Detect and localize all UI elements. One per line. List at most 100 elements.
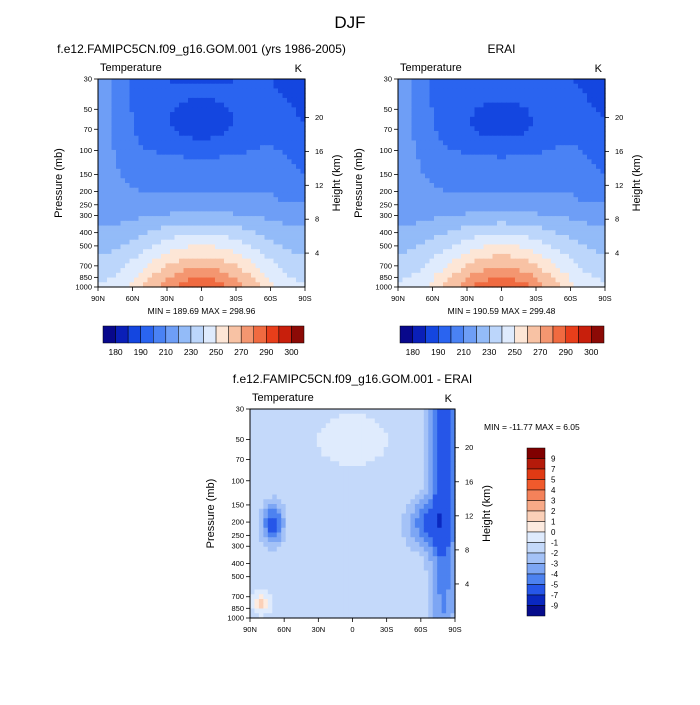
contour-cell <box>197 126 202 131</box>
contour-cell <box>206 216 211 221</box>
contour-cell <box>166 126 171 131</box>
contour-cell <box>250 438 255 443</box>
contour-cell <box>375 457 380 462</box>
contour-cell <box>197 164 202 169</box>
contour-cell <box>143 197 148 202</box>
contour-cell <box>511 169 516 174</box>
contour-cell <box>538 202 543 207</box>
contour-cell <box>428 466 433 471</box>
contour-cell <box>148 178 153 183</box>
contour-cell <box>278 192 283 197</box>
contour-cell <box>421 263 426 268</box>
contour-cell <box>229 268 234 273</box>
contour-cell <box>574 183 579 188</box>
contour-cell <box>286 447 291 452</box>
contour-cell <box>439 278 444 283</box>
contour-cell <box>437 452 442 457</box>
contour-cell <box>107 259 112 264</box>
contour-cell <box>125 145 130 150</box>
contour-cell <box>592 188 597 193</box>
contour-cell <box>281 419 286 424</box>
contour-cell <box>103 207 108 212</box>
contour-cell <box>547 169 552 174</box>
contour-cell <box>112 93 117 98</box>
contour-cell <box>560 211 565 216</box>
contour-cell <box>416 98 421 103</box>
contour-cell <box>295 471 300 476</box>
contour-cell <box>283 197 288 202</box>
contour-cell <box>220 183 225 188</box>
contour-cell <box>488 207 493 212</box>
contour-cell <box>116 244 121 249</box>
contour-cell <box>425 140 430 145</box>
contour-cell <box>296 174 301 179</box>
contour-cell <box>250 457 255 462</box>
contour-cell <box>475 230 480 235</box>
contour-cell <box>596 131 601 136</box>
contour-cell <box>466 112 471 117</box>
contour-cell <box>434 107 439 112</box>
contour-cell <box>211 249 216 254</box>
contour-cell <box>484 230 489 235</box>
contour-cell <box>179 98 184 103</box>
contour-cell <box>592 117 597 122</box>
contour-cell <box>290 480 295 485</box>
contour-cell <box>493 112 498 117</box>
contour-cell <box>283 150 288 155</box>
contour-cell <box>130 98 135 103</box>
contour-cell <box>326 485 331 490</box>
contour-cell <box>402 414 407 419</box>
contour-cell <box>303 476 308 481</box>
contour-cell <box>202 268 207 273</box>
contour-cell <box>260 145 265 150</box>
contour-cell <box>287 211 292 216</box>
contour-cell <box>130 259 135 264</box>
contour-cell <box>475 273 480 278</box>
contour-cell <box>433 409 438 414</box>
contour-cell <box>202 244 207 249</box>
contour-cell <box>211 207 216 212</box>
contour-cell <box>596 230 601 235</box>
contour-cell <box>430 164 435 169</box>
contour-cell <box>107 136 112 141</box>
contour-cell <box>379 466 384 471</box>
contour-cell <box>272 423 277 428</box>
contour-cell <box>384 409 389 414</box>
contour-cell <box>112 249 117 254</box>
contour-cell <box>251 188 256 193</box>
contour-cell <box>502 103 507 108</box>
contour-cell <box>506 117 511 122</box>
contour-cell <box>428 428 433 433</box>
contour-cell <box>326 409 331 414</box>
contour-cell <box>398 273 403 278</box>
contour-cell <box>121 117 126 122</box>
contour-cell <box>125 98 130 103</box>
contour-cell <box>430 88 435 93</box>
contour-cell <box>533 202 538 207</box>
contour-cell <box>247 226 252 231</box>
contour-cell <box>112 79 117 84</box>
contour-cell <box>439 211 444 216</box>
contour-cell <box>452 131 457 136</box>
contour-cell <box>397 423 402 428</box>
contour-cell <box>139 273 144 278</box>
contour-cell <box>292 145 297 150</box>
contour-cell <box>407 164 412 169</box>
contour-cell <box>130 126 135 131</box>
contour-cell <box>344 438 349 443</box>
contour-cell <box>520 79 525 84</box>
contour-cell <box>370 485 375 490</box>
contour-cell <box>560 263 565 268</box>
contour-cell <box>506 164 511 169</box>
contour-cell <box>269 221 274 226</box>
contour-cell <box>484 79 489 84</box>
contour-cell <box>430 197 435 202</box>
variable-label: Temperature <box>400 62 462 74</box>
contour-cell <box>578 240 583 245</box>
contour-cell <box>224 98 229 103</box>
contour-cell <box>412 273 417 278</box>
contour-cell <box>421 226 426 231</box>
contour-cell <box>286 452 291 457</box>
contour-cell <box>143 98 148 103</box>
contour-cell <box>393 423 398 428</box>
